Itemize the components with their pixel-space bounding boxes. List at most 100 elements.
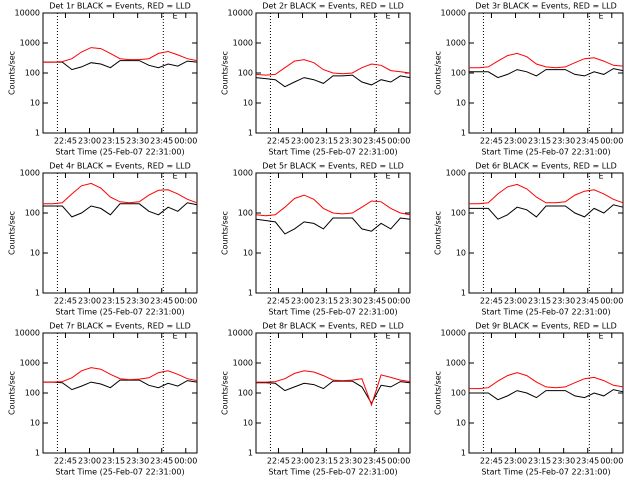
y-axis-label: Counts/sec	[434, 211, 443, 255]
y-tick-label: 1000	[20, 359, 40, 368]
x-tick-label: 22:45	[54, 457, 77, 466]
y-tick-label: 10	[243, 249, 253, 258]
x-tick-label: 23:00	[504, 457, 527, 466]
y-tick-label: 10	[456, 419, 466, 428]
x-tick-label: 00:00	[174, 297, 197, 306]
x-tick-label: 23:30	[552, 457, 575, 466]
plot-frame	[42, 12, 198, 134]
x-tick-label: 23:45	[363, 297, 386, 306]
series-line	[255, 59, 411, 76]
x-tick-label: 23:30	[126, 297, 149, 306]
x-tick-label: 23:00	[504, 297, 527, 306]
x-axis-label: Start Time (25-Feb-07 22:31:00)	[55, 468, 184, 477]
x-tick-label: 23:30	[126, 457, 149, 466]
flag: E	[385, 172, 390, 181]
x-tick-label: 22:45	[267, 457, 290, 466]
x-tick-label: 23:45	[576, 457, 599, 466]
y-tick-label: 10	[30, 249, 40, 258]
x-tick-label: 23:15	[528, 297, 551, 306]
y-tick-label: 100	[451, 69, 466, 78]
chart-title: Det 9r BLACK = Events, RED = LLD	[475, 322, 617, 331]
x-tick-label: 22:45	[267, 137, 290, 146]
x-tick-label: 23:30	[126, 137, 149, 146]
y-tick-label: 10	[243, 419, 253, 428]
y-tick-label: 10000	[441, 329, 466, 338]
y-tick-label: 10000	[15, 329, 40, 338]
y-tick-label: 1000	[446, 169, 466, 178]
x-tick-label: 23:00	[504, 137, 527, 146]
series-line	[256, 370, 411, 407]
y-tick-label: 1	[35, 449, 40, 458]
x-tick-label: 22:45	[267, 297, 290, 306]
series-line	[43, 379, 198, 391]
y-tick-label: 1	[248, 129, 253, 138]
panel: Det 4r BLACK = Events, RED = LLD Start Ti…	[8, 162, 198, 317]
flag: E	[598, 12, 603, 21]
x-axis-label: Start Time (25-Feb-07 22:31:00)	[481, 468, 610, 477]
x-tick-label: 00:00	[600, 297, 623, 306]
x-tick-label: 22:45	[54, 297, 77, 306]
series-line	[256, 380, 411, 405]
x-tick-label: 23:00	[291, 137, 314, 146]
y-axis-label: Counts/sec	[8, 51, 17, 95]
x-tick-label: 23:45	[576, 137, 599, 146]
x-tick-label: 00:00	[387, 457, 410, 466]
x-tick-label: 23:15	[528, 457, 551, 466]
chart-title: Det 4r BLACK = Events, RED = LLD	[49, 162, 191, 171]
y-tick-label: 100	[238, 389, 253, 398]
x-tick-label: 23:45	[363, 457, 386, 466]
x-tick-label: 23:15	[102, 457, 125, 466]
flag: E	[598, 172, 603, 181]
panel: Det 8r BLACK = Events, RED = LLD Start Ti…	[221, 322, 411, 477]
y-axis-label: Counts/sec	[221, 211, 230, 255]
series-line	[469, 204, 624, 220]
panel: Det 7r BLACK = Events, RED = LLD Start Ti…	[8, 322, 198, 477]
x-tick-label: 23:45	[576, 297, 599, 306]
chart-title: Det 1r BLACK = Events, RED = LLD	[49, 2, 191, 11]
plot-frame	[255, 172, 411, 294]
x-axis-label: Start Time (25-Feb-07 22:31:00)	[55, 148, 184, 157]
x-tick-label: 23:30	[552, 297, 575, 306]
x-axis-label: Start Time (25-Feb-07 22:31:00)	[268, 308, 397, 317]
panel: Det 1r BLACK = Events, RED = LLD Start Ti…	[8, 2, 198, 157]
y-tick-label: 1	[461, 289, 466, 298]
flag: E	[385, 12, 390, 21]
series-line	[43, 202, 198, 218]
x-tick-label: 23:45	[363, 137, 386, 146]
y-axis-label: Counts/sec	[221, 371, 230, 415]
flag: E	[172, 332, 177, 341]
series-line	[469, 68, 624, 79]
y-tick-label: 100	[25, 69, 40, 78]
y-tick-label: 1	[35, 129, 40, 138]
y-axis-label: Counts/sec	[221, 51, 230, 95]
x-tick-label: 23:30	[339, 297, 362, 306]
x-tick-label: 23:15	[528, 137, 551, 146]
y-tick-label: 1	[35, 289, 40, 298]
x-tick-label: 23:15	[102, 297, 125, 306]
panel: Det 2r BLACK = Events, RED = LLD Start Ti…	[221, 2, 411, 157]
series-line	[43, 367, 198, 383]
x-tick-label: 23:15	[315, 457, 338, 466]
y-tick-label: 100	[25, 209, 40, 218]
plot-frame	[42, 172, 198, 294]
y-tick-label: 1000	[446, 359, 466, 368]
plot-frame	[468, 172, 624, 294]
x-tick-label: 22:45	[480, 297, 503, 306]
x-tick-label: 23:45	[150, 457, 173, 466]
y-tick-label: 1	[461, 129, 466, 138]
y-tick-label: 100	[451, 209, 466, 218]
chart-title: Det 2r BLACK = Events, RED = LLD	[262, 2, 404, 11]
flag: E	[385, 332, 390, 341]
y-tick-label: 10	[30, 99, 40, 108]
series-line	[43, 47, 198, 63]
chart-title: Det 6r BLACK = Events, RED = LLD	[475, 162, 617, 171]
y-tick-label: 100	[451, 389, 466, 398]
x-tick-label: 23:30	[339, 457, 362, 466]
series-line	[255, 217, 411, 235]
series-line	[43, 182, 198, 205]
y-axis-label: Counts/sec	[8, 371, 17, 415]
series-line	[43, 60, 198, 71]
panel: Det 9r BLACK = Events, RED = LLD Start Ti…	[434, 322, 624, 477]
x-tick-label: 23:45	[150, 137, 173, 146]
x-tick-label: 22:45	[480, 137, 503, 146]
